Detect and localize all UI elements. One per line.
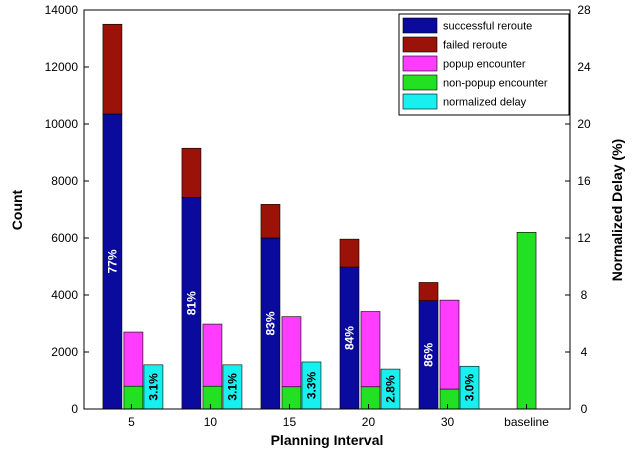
legend-label: non-popup encounter xyxy=(443,78,548,90)
bar-popup-encounter-10 xyxy=(202,323,223,387)
bar-non-popup-encounter-baseline xyxy=(516,232,537,410)
legend-swatch xyxy=(402,93,438,110)
right-tick-label: 16 xyxy=(577,174,591,188)
x-tick-label: 30 xyxy=(441,415,455,429)
bar-popup-encounter-5 xyxy=(123,331,144,387)
delay-label-30: 3.0% xyxy=(463,374,477,402)
success-rate-label-15: 83% xyxy=(263,311,277,335)
left-tick-label: 14000 xyxy=(45,3,79,17)
right-tick-label: 28 xyxy=(577,3,591,17)
right-tick-label: 12 xyxy=(577,231,591,245)
x-tick-label: 15 xyxy=(283,415,297,429)
delay-label-20: 2.8% xyxy=(383,375,397,403)
success-rate-label-30: 86% xyxy=(422,343,436,367)
left-tick-label: 6000 xyxy=(51,231,78,245)
delay-label-10: 3.1% xyxy=(225,373,239,401)
legend-swatch xyxy=(402,74,438,91)
bar-failed-reroute-30 xyxy=(418,282,439,301)
bar-non-popup-encounter-10 xyxy=(202,385,223,410)
legend-swatch xyxy=(402,17,438,34)
legend-label: failed reroute xyxy=(443,40,507,52)
legend-label: successful reroute xyxy=(443,21,532,33)
bar-non-popup-encounter-15 xyxy=(281,386,302,410)
left-tick-label: 12000 xyxy=(45,60,79,74)
right-tick-label: 4 xyxy=(581,345,588,359)
x-axis-title: Planning Interval xyxy=(271,432,384,448)
success-rate-label-5: 77% xyxy=(105,249,119,273)
left-tick-label: 8000 xyxy=(51,174,78,188)
right-tick-label: 20 xyxy=(577,117,591,131)
left-tick-label: 4000 xyxy=(51,288,78,302)
plot-frame xyxy=(83,9,571,410)
bar-popup-encounter-30 xyxy=(439,299,460,390)
legend-label: popup encounter xyxy=(443,59,526,71)
right-tick-label: 8 xyxy=(581,288,588,302)
delay-label-5: 3.1% xyxy=(146,373,160,401)
y-axis-title-right: Normalized Delay (%) xyxy=(609,139,625,281)
bar-non-popup-encounter-20 xyxy=(360,386,381,410)
bar-failed-reroute-10 xyxy=(181,147,202,198)
bar-popup-encounter-15 xyxy=(281,316,302,388)
right-tick-label: 0 xyxy=(581,402,588,416)
bar-failed-reroute-20 xyxy=(339,238,360,268)
left-tick-label: 10000 xyxy=(45,117,79,131)
bar-failed-reroute-5 xyxy=(102,23,123,115)
bar-popup-encounter-20 xyxy=(360,311,381,388)
bar-non-popup-encounter-5 xyxy=(123,385,144,410)
x-tick-label: 5 xyxy=(128,415,135,429)
legend: successful reroute failed reroute popup en… xyxy=(398,13,570,116)
right-tick-label: 24 xyxy=(577,60,591,74)
legend-swatch xyxy=(402,36,438,53)
delay-label-15: 3.3% xyxy=(304,371,318,399)
y-axis-title-left: Count xyxy=(9,189,25,230)
bar-non-popup-encounter-30 xyxy=(439,388,460,410)
left-tick-label: 0 xyxy=(71,402,78,416)
legend-swatch xyxy=(402,55,438,72)
x-tick-label: 10 xyxy=(204,415,218,429)
legend-label: normalized delay xyxy=(443,97,527,109)
x-tick-label: 20 xyxy=(362,415,376,429)
x-tick-label: baseline xyxy=(504,415,549,429)
success-rate-label-20: 84% xyxy=(342,326,356,350)
success-rate-label-10: 81% xyxy=(184,291,198,315)
bar-failed-reroute-15 xyxy=(260,204,281,239)
left-tick-label: 2000 xyxy=(51,345,78,359)
